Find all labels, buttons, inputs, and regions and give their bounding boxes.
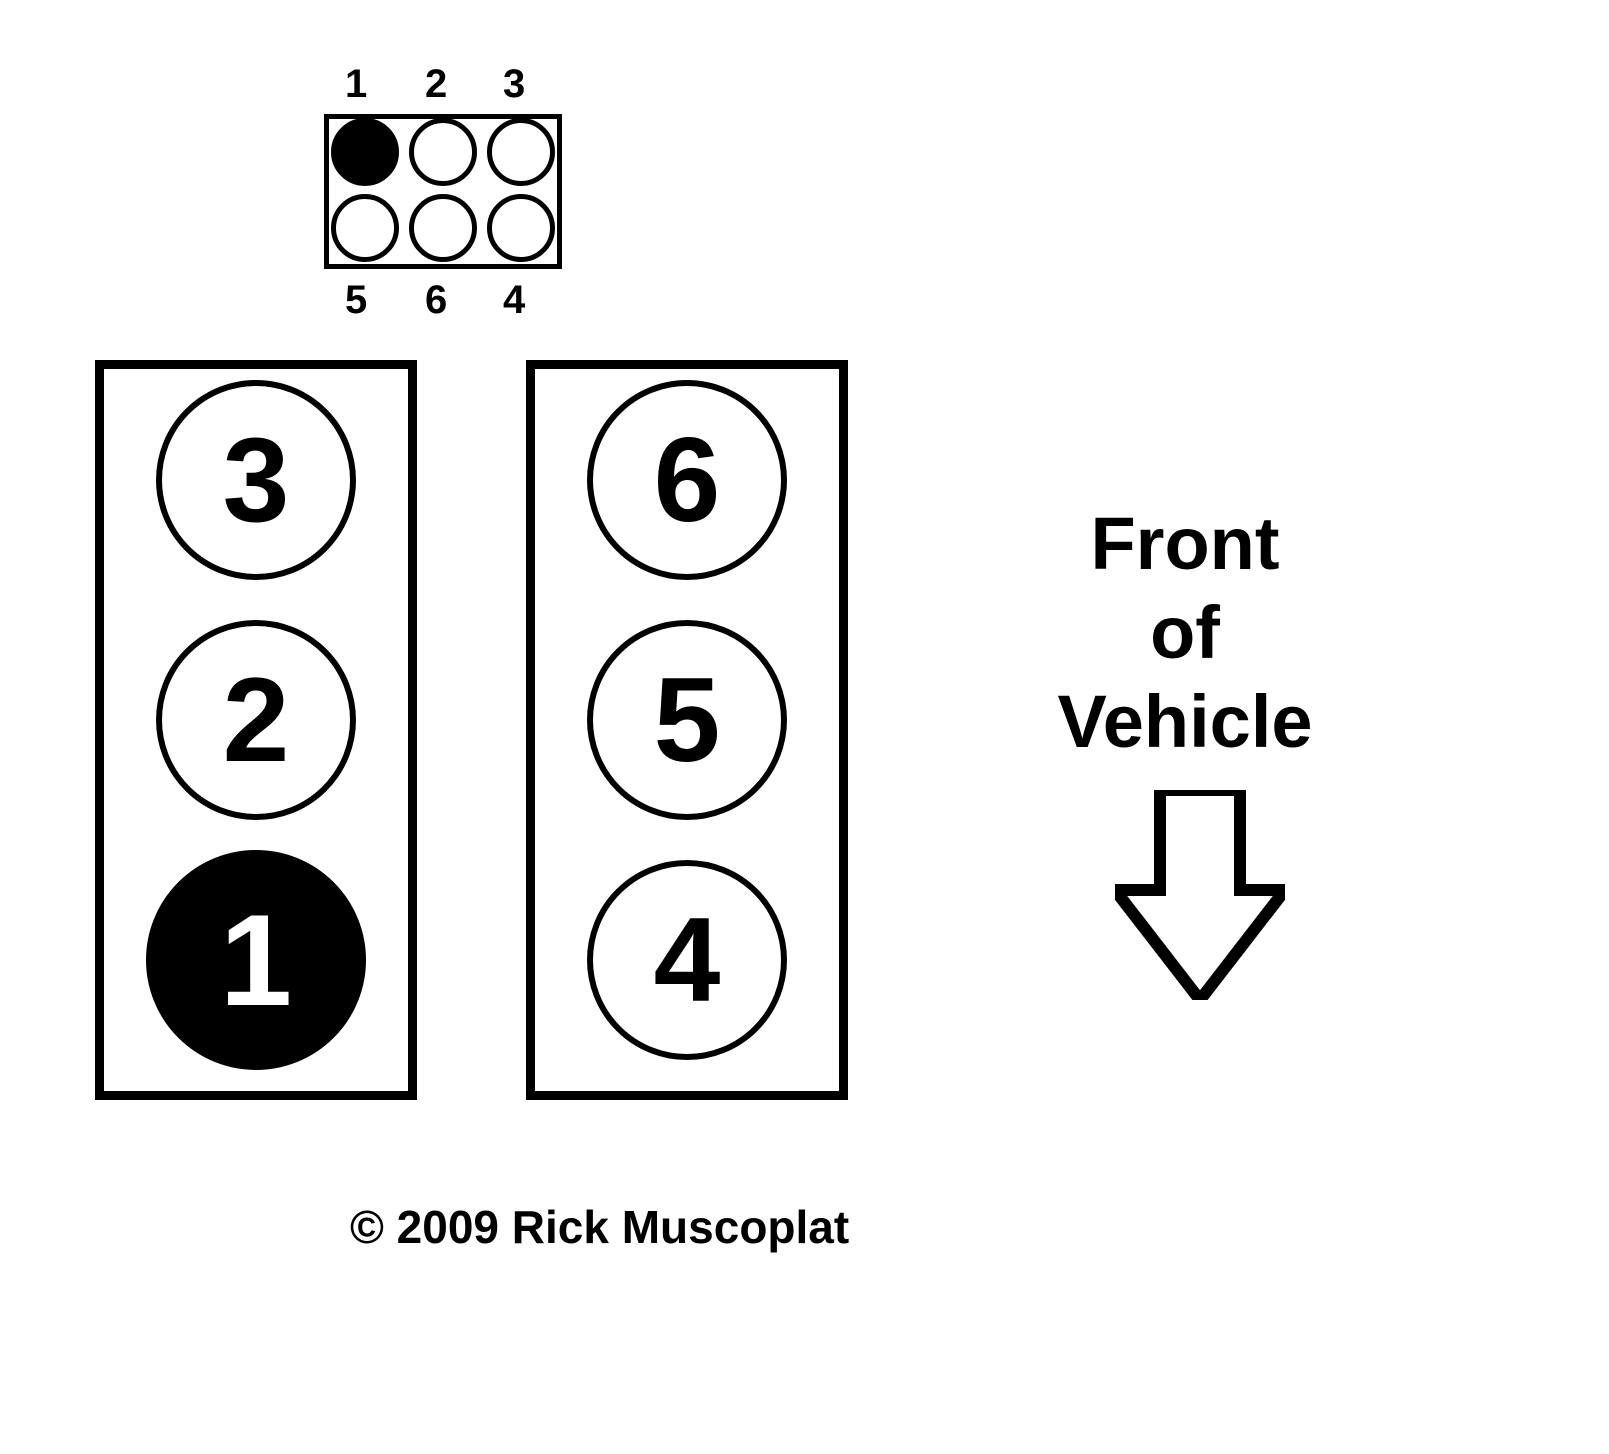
front-label-line: Vehicle (970, 678, 1400, 767)
cylinder-number: 4 (654, 900, 721, 1020)
front-of-vehicle-label: Front of Vehicle (970, 500, 1400, 766)
cylinder-4: 4 (587, 860, 787, 1060)
cylinder-3: 3 (156, 380, 356, 580)
copyright-text: © 2009 Rick Muscoplat (350, 1200, 849, 1254)
down-arrow-icon (1115, 790, 1285, 1000)
cylinder-number: 3 (223, 420, 290, 540)
cylinder-2: 2 (156, 620, 356, 820)
cylinder-1: 1 (146, 850, 366, 1070)
coil-label-bottom-2: 4 (503, 278, 525, 323)
cylinder-number: 1 (220, 895, 292, 1025)
cylinder-number: 2 (223, 660, 290, 780)
front-label-line: of (970, 589, 1400, 678)
coil-label-top-0: 1 (345, 62, 367, 107)
front-label-line: Front (970, 500, 1400, 589)
coil-label-bottom-1: 6 (425, 278, 447, 323)
coil-terminal-2 (487, 118, 555, 186)
cylinder-6: 6 (587, 380, 787, 580)
coil-terminal-3 (331, 194, 399, 262)
coil-label-bottom-0: 5 (345, 278, 367, 323)
cylinder-number: 6 (654, 420, 721, 540)
coil-terminal-0 (331, 118, 399, 186)
coil-terminal-5 (487, 194, 555, 262)
coil-label-top-1: 2 (425, 62, 447, 107)
coil-terminal-4 (409, 194, 477, 262)
diagram-canvas: 1 2 3 5 6 4 3 2 1 6 5 4 Front of Vehicle © 2009 … (0, 0, 1609, 1454)
cylinder-number: 5 (654, 660, 721, 780)
cylinder-5: 5 (587, 620, 787, 820)
coil-label-top-2: 3 (503, 62, 525, 107)
coil-terminal-1 (409, 118, 477, 186)
